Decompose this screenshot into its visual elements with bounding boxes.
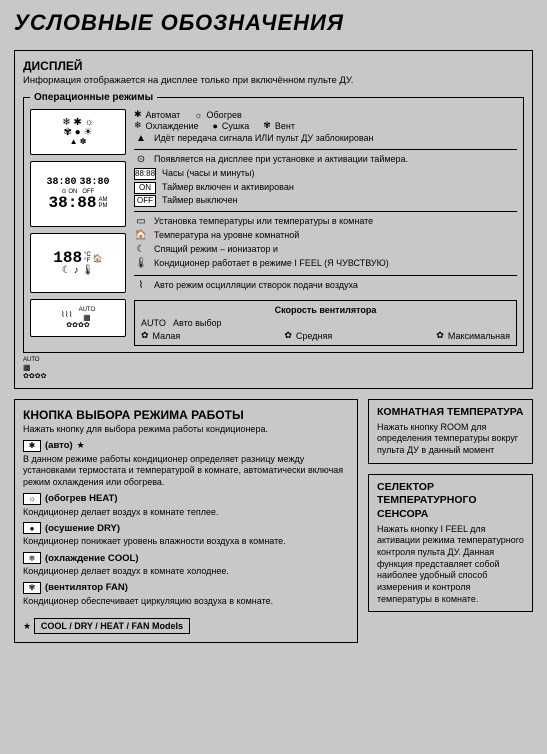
display-header: ДИСПЛЕЙ — [23, 59, 524, 73]
fan-blades-icon: ✿✿✿✿ — [66, 322, 89, 329]
legend-column: ✱ Автомат ☼ Обогрев ❄ Охлаждение ● Сушка ✾ Ве… — [134, 109, 517, 346]
models-box: COOL / DRY / HEAT / FAN Models — [34, 618, 190, 634]
clock-text: Часы (часы и минуты) — [162, 168, 254, 179]
cool-bullet-icon: ❄ — [23, 552, 41, 564]
cool-name: (охлаждение COOL) — [45, 553, 139, 564]
dry-desc: Кондиционер понижает уровень влажности в… — [23, 536, 349, 548]
display-panel: ДИСПЛЕЙ Информация отображается на диспл… — [14, 50, 533, 389]
heat-bullet-icon: ☼ — [23, 493, 41, 505]
fanhigh-text: Максимальная — [448, 331, 510, 341]
modebtn-sub: Нажать кнопку для выбора режима работы к… — [23, 424, 349, 436]
lcd-column: ❄ ✱ ☼ ✾ ● ☀ ▲ ✽ 38:80 38:80 ⊙ ON OFF 38:… — [30, 109, 126, 346]
signal-text: Идёт передача сигнала ИЛИ пульт ДУ забло… — [154, 133, 374, 144]
ampm-label: AM PM — [99, 197, 108, 209]
sensor-header: СЕЛЕКТОР ТЕМПЕРАТУРНОГО СЕНСОРА — [377, 481, 524, 522]
auto-label: Автомат — [146, 110, 181, 120]
auto-bullet-icon: ✱ — [23, 440, 41, 452]
heat-icon: ☼ — [194, 110, 202, 120]
display-subtitle: Информация отображается на дисплее тольк… — [23, 75, 524, 86]
cf-label: °C °F — [84, 252, 91, 264]
modes-legend: Операционные режимы — [30, 92, 157, 103]
sensor-panel: СЕЛЕКТОР ТЕМПЕРАТУРНОГО СЕНСОРА Нажать к… — [368, 474, 533, 613]
dry-name: (осушение DRY) — [45, 523, 120, 534]
off-icon: OFF — [134, 195, 156, 207]
swing-icon: ⌇⌇⌇ — [61, 310, 73, 319]
clock1-digits: 38:80 — [46, 178, 76, 188]
roomtemp-header: КОМНАТНАЯ ТЕМПЕРАТУРА — [377, 406, 524, 420]
sleep-icon: ☾ — [134, 244, 148, 257]
roomtemp-text: Температура на уровне комнатной — [154, 230, 299, 241]
house-icon: 🏠 — [93, 254, 103, 263]
star2-icon: ★ — [23, 621, 31, 631]
timerset-text: Появляется на дисплее при установке и ак… — [154, 154, 408, 165]
timer-icon: ⊙ — [134, 154, 148, 167]
auto-icon: ✱ — [134, 109, 142, 120]
fan-name: (вентилятор FAN) — [45, 582, 128, 593]
fan-speed-box: Скорость вентилятора AUTO Авто выбор ✿ Мал… — [134, 300, 517, 346]
fanlow-icon: ✿ — [141, 330, 149, 341]
sleep-therm-icon: ☾ ♪ 🌡 — [62, 266, 94, 276]
cool-icon: ❄ — [134, 120, 142, 131]
fan-label: Вент — [275, 121, 295, 131]
dry-label: Сушка — [222, 121, 249, 131]
ifeel-icon: 🌡 — [134, 258, 148, 271]
fanlow-text: Малая — [153, 331, 181, 341]
fanmed-text: Средняя — [296, 331, 332, 341]
cool-label: Охлаждение — [146, 121, 199, 131]
fan-icon: ✾ — [263, 120, 271, 131]
fan-bullet-icon: ✾ — [23, 582, 41, 594]
room-temp-panel: КОМНАТНАЯ ТЕМПЕРАТУРА Нажать кнопку ROOM… — [368, 399, 533, 464]
fanmed-icon: ✿ — [284, 330, 292, 341]
fanauto-text: Авто выбор — [173, 318, 222, 328]
timeroff-text: Таймер выключен — [162, 195, 238, 206]
modes-fieldset: Операционные режимы ❄ ✱ ☼ ✾ ● ☀ ▲ ✽ 38:8… — [23, 92, 524, 353]
on-icon: ON — [134, 182, 156, 194]
fan-grid-icon: ▦ — [83, 313, 91, 322]
clock-icon: 88:88 — [134, 168, 156, 180]
fanhigh-icon: ✿ — [436, 330, 444, 341]
fan-title: Скорость вентилятора — [141, 305, 510, 315]
auto-name: (авто) — [45, 440, 73, 451]
sleep-text: Спящий режим – ионизатор и — [154, 244, 278, 255]
fan-desc: Кондиционер обеспечивает циркуляцию возд… — [23, 596, 349, 608]
heat-label: Обогрев — [207, 110, 242, 120]
mode-icons3-icon: ▲ ✽ — [70, 138, 87, 146]
dry-bullet-icon: ● — [23, 522, 41, 534]
temp-digits: 188 — [53, 250, 82, 266]
ifeel-text: Кондиционер работает в режиме I FEEL (Я … — [154, 258, 389, 269]
timeron-text: Таймер включен и активирован — [162, 182, 294, 193]
roomtemp-icon: 🏠 — [134, 230, 148, 243]
signal-icon: ▲ — [134, 133, 148, 146]
cool-desc: Кондиционер делает воздух в комнате холо… — [23, 566, 349, 578]
mode-button-panel: КНОПКА ВЫБОРА РЕЖИМА РАБОТЫ Нажать кнопк… — [14, 399, 358, 643]
roomtemp-body: Нажать кнопку ROOM для определения темпе… — [377, 422, 524, 457]
star-icon: ★ — [77, 440, 85, 451]
swing2-icon: ⌇ — [134, 280, 148, 293]
tempset-icon: ▭ — [134, 216, 148, 229]
page-title: УСЛОВНЫЕ ОБОЗНАЧЕНИЯ — [14, 10, 533, 36]
extra-fan-icon: AUTO ▦ ✿✿✿✿ — [23, 357, 524, 380]
heat-name: (обогрев HEAT) — [45, 493, 117, 504]
fanauto-icon: AUTO — [141, 318, 169, 328]
modebtn-header: КНОПКА ВЫБОРА РЕЖИМА РАБОТЫ — [23, 408, 349, 422]
sensor-body: Нажать кнопку I FEEL для активации режим… — [377, 524, 524, 606]
heat-desc: Кондиционер делает воздух в комнате тепл… — [23, 507, 349, 519]
tempset-text: Установка температуры или температуры в … — [154, 216, 373, 227]
swing-text: Авто режим осцилляции створок подачи воз… — [154, 280, 358, 291]
auto-desc: В данном режиме работы кондиционер опред… — [23, 454, 349, 489]
dry-icon: ● — [212, 121, 217, 131]
bigclock-digits: 38:88 — [48, 195, 96, 211]
clock2-digits: 38:80 — [80, 178, 110, 188]
